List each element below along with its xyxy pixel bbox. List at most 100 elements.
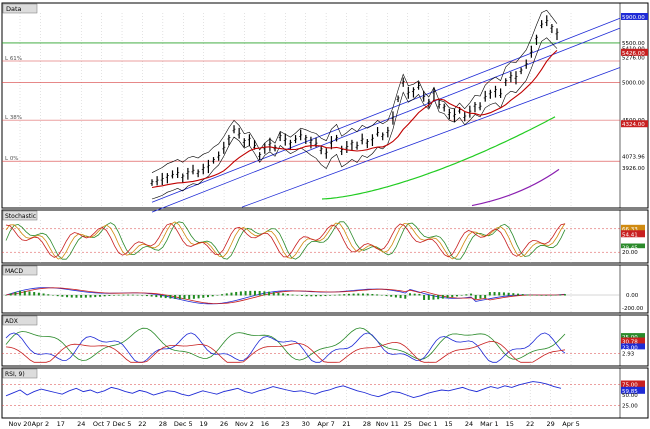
macd-hist-bar	[150, 295, 153, 297]
macd-hist-bar	[338, 294, 341, 296]
macd-hist-bar	[103, 295, 106, 297]
stoch-tag	[621, 224, 645, 232]
macd-hist-bar	[282, 293, 285, 296]
stoch-tag	[621, 230, 645, 238]
macd-hist-bar	[451, 295, 454, 298]
stoch-axis-label: 66.33	[622, 227, 638, 233]
macd-hist-bar	[244, 291, 247, 296]
macd-hist-bar	[460, 295, 463, 296]
macd-axis-label: -200.00	[622, 306, 644, 312]
macd-hist-bar	[343, 294, 346, 296]
macd-hist-bar	[9, 293, 12, 296]
macd-hist-bar	[145, 295, 148, 297]
macd-hist-bar	[239, 291, 242, 296]
panel-title: ADX	[5, 318, 18, 325]
price-axis-label: 5000.00	[622, 80, 645, 86]
macd-hist-bar	[272, 292, 275, 296]
x-tick-label: Nov 2	[235, 420, 254, 428]
pdi-line	[5, 332, 566, 363]
macd-hist-bar	[347, 293, 350, 296]
macd-hist-bar	[324, 295, 327, 296]
rsi-tag	[621, 386, 645, 394]
macd-hist-bar	[84, 295, 87, 298]
adx-tag	[621, 343, 645, 351]
macd-signal-line	[5, 287, 566, 305]
stoch-slow-line	[5, 223, 566, 258]
macd-hist-bar	[94, 295, 97, 298]
channel-line	[241, 67, 621, 208]
macd-hist-bar	[277, 292, 280, 296]
macd-hist-bar	[42, 293, 45, 296]
x-tick-label: Dec 1	[419, 420, 438, 428]
macd-hist-bar	[160, 295, 163, 298]
macd-hist-bar	[470, 293, 473, 296]
price-tag	[621, 13, 648, 20]
x-tick-label: 19	[200, 420, 208, 428]
adx-axis-label: 30.78	[622, 340, 638, 346]
macd-hist-bar	[404, 295, 407, 299]
price-tag-label: 5900.00	[622, 15, 645, 21]
macd-hist-bar	[113, 295, 116, 296]
macd-hist-bar	[136, 294, 139, 296]
macd-hist-bar	[253, 290, 256, 296]
macd-hist-bar	[493, 292, 496, 296]
macd-hist-bar	[545, 295, 548, 296]
macd-hist-bar	[192, 295, 195, 299]
x-tick-label: Mar 1	[480, 420, 498, 428]
ma-long-line	[471, 168, 560, 207]
price-axis-label: 3926.00	[622, 166, 645, 172]
macd-hist-bar	[517, 293, 520, 296]
macd-hist-bar	[235, 291, 238, 296]
macd-hist-bar	[333, 294, 336, 296]
price-tag-label: 4324.00	[622, 122, 645, 128]
rsi-line	[5, 381, 562, 398]
adx-tag	[621, 349, 645, 357]
macd-axis-label: 0.00	[626, 293, 639, 299]
mdi-line	[5, 340, 566, 363]
macd-hist-bar	[479, 295, 482, 299]
stoch-axis-label: 54.41	[622, 232, 638, 238]
macd-hist-bar	[465, 294, 468, 296]
macd-hist-bar	[413, 293, 416, 296]
macd-hist-bar	[502, 292, 505, 296]
macd-hist-bar	[14, 291, 17, 296]
macd-hist-bar	[531, 294, 534, 296]
macd-hist-bar	[390, 295, 393, 297]
x-tick-label: 30	[302, 420, 310, 428]
adx-line	[5, 327, 566, 361]
adx-axis-label: 2.93	[622, 351, 635, 357]
macd-hist-bar	[5, 295, 7, 296]
macd-hist-bar	[535, 295, 538, 296]
macd-hist-bar	[98, 295, 101, 297]
x-tick-label: 28	[363, 420, 371, 428]
rsi-axis-label: 59.85	[622, 389, 638, 395]
stoch-tag	[621, 243, 645, 251]
rsi-axis-label: 25.00	[622, 404, 638, 410]
price-axis-label: 5500.00	[622, 41, 645, 47]
x-tick-label: Apr 7	[317, 420, 334, 428]
x-tick-label: Apr 5	[562, 420, 579, 428]
macd-hist-bar	[498, 292, 501, 296]
macd-hist-bar	[211, 295, 214, 297]
macd-hist-bar	[51, 294, 54, 296]
x-tick-label: Nov 11	[376, 420, 399, 428]
adx-tag	[621, 333, 645, 341]
macd-hist-bar	[526, 294, 529, 296]
macd-hist-bar	[296, 295, 299, 296]
macd-hist-bar	[183, 295, 186, 300]
x-tick-label: 26	[220, 420, 228, 428]
stoch-tag	[621, 248, 645, 256]
macd-hist-bar	[366, 293, 369, 296]
macd-hist-bar	[408, 293, 411, 296]
x-tick-label: 16	[261, 420, 269, 428]
envelope-upper	[151, 9, 558, 173]
ma-mid-line	[321, 116, 556, 200]
x-tick-label: 15	[444, 420, 452, 428]
macd-hist-bar	[329, 295, 332, 296]
macd-hist-bar	[61, 295, 64, 297]
x-tick-label: 21	[342, 420, 350, 428]
x-tick-label: 24	[77, 420, 85, 428]
x-tick-label: Oct 7	[93, 420, 110, 428]
